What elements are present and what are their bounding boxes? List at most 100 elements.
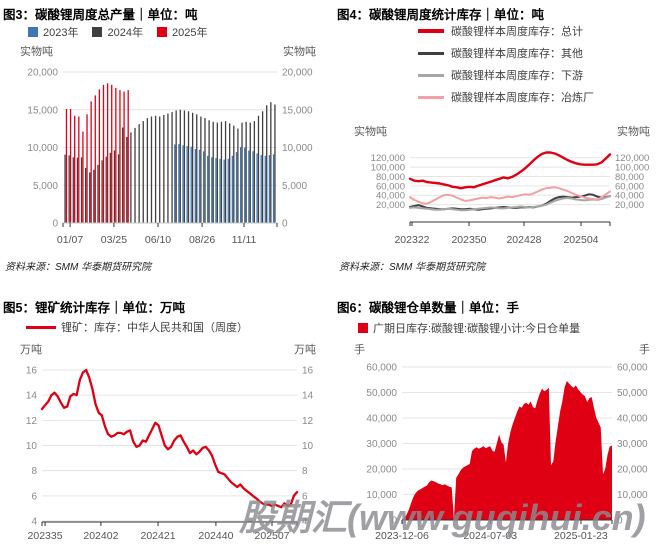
svg-text:202504: 202504 [563, 234, 598, 246]
svg-text:16: 16 [26, 366, 38, 377]
svg-text:202507: 202507 [254, 530, 289, 542]
svg-text:5,000: 5,000 [33, 181, 58, 192]
legend-swatch-receipts [358, 323, 368, 333]
figure3-title: 图3：碳酸锂周度总产量｜单位：吨 [3, 8, 198, 22]
legend-item-2023: 2023年 [28, 24, 78, 40]
svg-text:8: 8 [31, 466, 37, 477]
legend-line-downstream [418, 73, 444, 77]
figure3-panel: 图3：碳酸锂周度总产量｜单位：吨 2023年 2024年 2025年 实物吨 实… [0, 0, 334, 274]
svg-text:202402: 202402 [83, 530, 118, 542]
svg-text:0: 0 [52, 219, 58, 230]
svg-text:60,000: 60,000 [376, 181, 405, 192]
legend-item-2024: 2024年 [92, 24, 143, 40]
svg-text:100,000: 100,000 [615, 163, 649, 174]
figure5-axis-units: 万吨 万吨 [0, 341, 334, 357]
svg-text:80,000: 80,000 [376, 172, 405, 183]
svg-text:40,000: 40,000 [617, 414, 648, 425]
svg-text:20,000: 20,000 [366, 465, 397, 476]
figure6-title: 图6：碳酸锂仓单数量｜单位：手 [337, 301, 519, 315]
svg-text:100,000: 100,000 [371, 163, 405, 174]
svg-text:30,000: 30,000 [617, 439, 648, 450]
legend-label-2023: 2023年 [43, 27, 79, 39]
legend-label-2025: 2025年 [171, 27, 208, 39]
figure5-title: 图5：锂矿统计库存｜单位：万吨 [3, 301, 185, 315]
legend-label-total: 碳酸锂样本周度库存：总计 [451, 26, 583, 38]
svg-text:202428: 202428 [506, 234, 541, 246]
svg-text:03/25: 03/25 [101, 234, 127, 246]
svg-text:01/07: 01/07 [57, 234, 83, 246]
svg-text:40,000: 40,000 [366, 414, 397, 425]
legend-item-ore-inventory: 锂矿：库存：中华人民共和国（周度） [26, 319, 248, 335]
unit-right: 手 [639, 344, 650, 356]
svg-text:15,000: 15,000 [282, 105, 313, 116]
figure3-legend: 2023年 2024年 2025年 [28, 24, 207, 40]
svg-text:5,000: 5,000 [282, 181, 307, 192]
svg-text:202440: 202440 [198, 530, 233, 542]
figure4-axis-units: 实物吨 实物吨 [334, 123, 668, 139]
svg-text:10,000: 10,000 [282, 143, 313, 154]
figure6-chart: 0 0 10,000 10,000 20,000 20,000 30,000 30,000 40… [366, 363, 648, 543]
svg-text:20,000: 20,000 [376, 200, 405, 211]
svg-text:15,000: 15,000 [27, 105, 58, 116]
legend-label-ore-inventory: 锂矿：库存：中华人民共和国（周度） [61, 322, 248, 334]
legend-item-smelter: 碳酸锂样本周度库存：冶炼厂 [418, 86, 594, 108]
svg-text:4: 4 [302, 517, 308, 528]
legend-label-other: 碳酸锂样本周度库存：其他 [451, 48, 583, 60]
svg-text:11/11: 11/11 [232, 234, 257, 246]
svg-text:0: 0 [617, 516, 623, 527]
unit-right: 实物吨 [283, 46, 316, 58]
legend-line-total [418, 29, 444, 33]
svg-text:8: 8 [302, 466, 308, 477]
svg-text:120,000: 120,000 [615, 153, 649, 164]
figure4-source: 资料来源：SMM 华泰期货研究院 [339, 262, 486, 273]
legend-label-downstream: 碳酸锂样本周度库存：下游 [451, 70, 583, 82]
svg-text:20,000: 20,000 [282, 68, 313, 79]
figure3-source: 资料来源：SMM 华泰期货研究院 [5, 262, 152, 273]
svg-text:20,000: 20,000 [615, 200, 644, 211]
unit-left: 实物吨 [20, 46, 53, 58]
svg-text:14: 14 [302, 391, 314, 402]
svg-text:30,000: 30,000 [366, 439, 397, 450]
svg-text:12: 12 [26, 416, 38, 427]
svg-text:4: 4 [31, 517, 37, 528]
figure5-legend: 锂矿：库存：中华人民共和国（周度） [26, 319, 248, 335]
unit-right: 实物吨 [617, 126, 650, 138]
svg-text:60,000: 60,000 [617, 363, 648, 374]
figure3-axis-units: 实物吨 实物吨 [0, 43, 334, 59]
svg-text:14: 14 [26, 391, 38, 402]
svg-text:20,000: 20,000 [27, 68, 58, 79]
legend-item-other: 碳酸锂样本周度库存：其他 [418, 42, 594, 64]
svg-text:08/26: 08/26 [189, 234, 215, 246]
legend-item-receipts: 广期日库存:碳酸锂:碳酸锂小计:今日仓单量 [358, 320, 580, 336]
svg-text:10: 10 [302, 441, 314, 452]
legend-swatch-2024 [92, 27, 103, 37]
legend-line-smelter [418, 95, 444, 99]
figure5-panel: 图5：锂矿统计库存｜单位：万吨 锂矿：库存：中华人民共和国（周度） 万吨 万吨 … [0, 273, 334, 547]
legend-item-total: 碳酸锂样本周度库存：总计 [418, 20, 594, 42]
svg-text:60,000: 60,000 [615, 181, 644, 192]
svg-text:10,000: 10,000 [617, 490, 648, 501]
svg-text:40,000: 40,000 [615, 191, 644, 202]
svg-text:202421: 202421 [141, 530, 176, 542]
svg-text:0: 0 [282, 219, 288, 230]
figure4-title: 图4：碳酸锂周度统计库存｜单位：吨 [337, 8, 544, 22]
svg-text:16: 16 [302, 366, 314, 377]
legend-label-receipts: 广期日库存:碳酸锂:碳酸锂小计:今日仓单量 [373, 323, 581, 335]
unit-right: 万吨 [294, 344, 316, 356]
figure3-chart: 0 0 5,000 5,000 10,000 10,000 15,000 15,000 20,0… [27, 68, 313, 247]
svg-text:6: 6 [302, 491, 308, 502]
unit-left: 万吨 [20, 344, 42, 356]
svg-text:10,000: 10,000 [366, 490, 397, 501]
legend-item-downstream: 碳酸锂样本周度库存：下游 [418, 64, 594, 86]
svg-text:120,000: 120,000 [371, 153, 405, 164]
legend-label-2024: 2024年 [107, 27, 143, 39]
figure6-axis-units: 手 手 [334, 341, 668, 357]
svg-text:2023-12-06: 2023-12-06 [375, 530, 429, 542]
svg-text:2025-01-23: 2025-01-23 [554, 530, 608, 542]
figure4-legend: 碳酸锂样本周度库存：总计 碳酸锂样本周度库存：其他 碳酸锂样本周度库存：下游 碳… [418, 20, 594, 108]
figure5-chart: 4 4 6 6 8 8 10 10 12 12 14 14 16 16 202335 202402 202421… [26, 366, 314, 543]
svg-text:50,000: 50,000 [617, 388, 648, 399]
svg-text:6: 6 [31, 491, 37, 502]
figure6-panel: 图6：碳酸锂仓单数量｜单位：手 广期日库存:碳酸锂:碳酸锂小计:今日仓单量 手 … [334, 273, 668, 547]
